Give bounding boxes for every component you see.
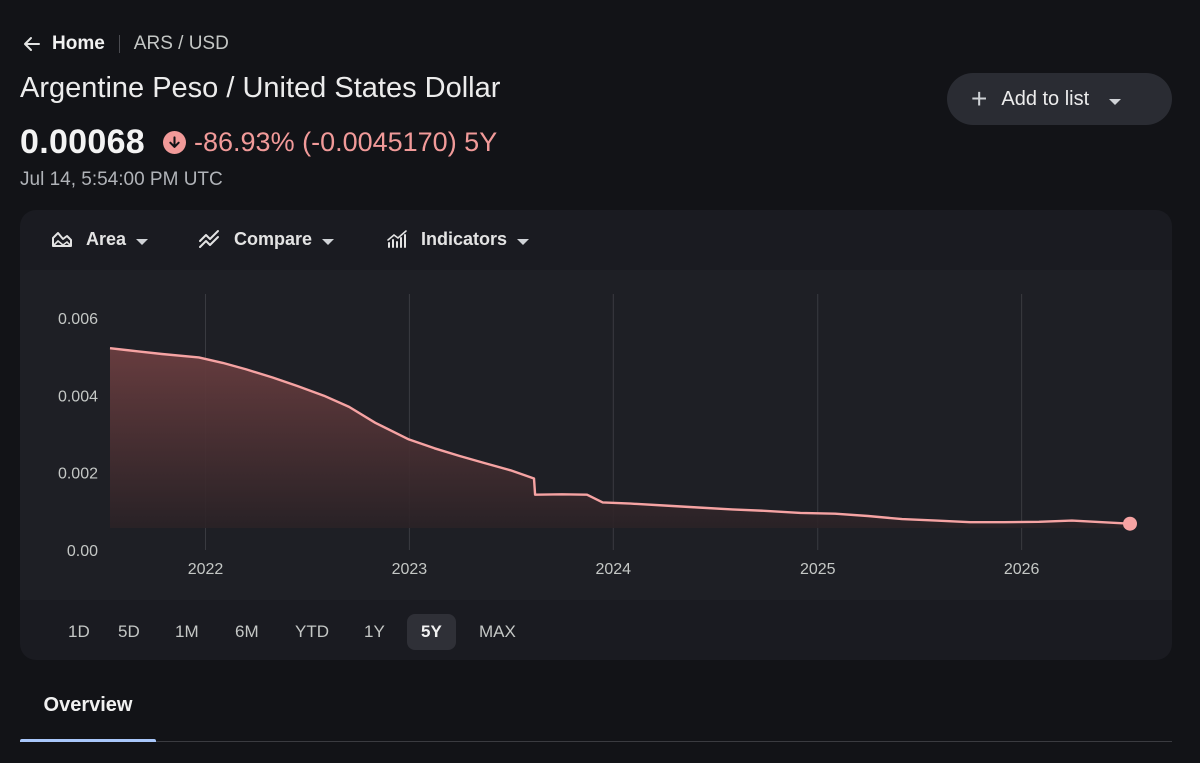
y-tick-label: 0.00 [67, 543, 98, 560]
price-row: 0.00068 -86.93% (-0.0045170) 5Y [20, 120, 497, 164]
range-1y[interactable]: 1Y [364, 622, 385, 641]
data-point [730, 507, 734, 511]
chart-panel: Area Compare Indicators [20, 210, 1172, 660]
data-point [1002, 520, 1006, 524]
range-max[interactable]: MAX [479, 622, 516, 641]
data-point [833, 512, 837, 516]
indicators-label: Indicators [421, 228, 508, 249]
x-tick-label: 2024 [595, 561, 631, 578]
chevron-down-icon [136, 229, 149, 250]
chart-type-label: Area [86, 228, 127, 249]
data-point [662, 504, 666, 508]
range-1m[interactable]: 1M [175, 622, 199, 641]
price-change: -86.93% (-0.0045170) 5Y [194, 126, 498, 157]
current-price: 0.00068 [20, 122, 146, 161]
indicators-dropdown[interactable]: Indicators [385, 227, 530, 251]
compare-icon [198, 227, 222, 251]
data-point [244, 367, 248, 371]
plus-icon: + [971, 83, 988, 114]
data-point [1037, 520, 1041, 524]
y-tick-label: 0.004 [58, 388, 98, 405]
x-tick-label: 2023 [392, 561, 428, 578]
indicators-icon [385, 227, 409, 251]
chart-type-dropdown[interactable]: Area [50, 227, 149, 251]
data-point [560, 492, 564, 496]
y-tick-label: 0.002 [58, 466, 98, 483]
data-point [798, 511, 802, 515]
area-chart-icon [50, 227, 74, 251]
chevron-down-icon [322, 229, 335, 250]
data-point [407, 437, 411, 441]
data-point [271, 376, 275, 380]
data-point [533, 493, 537, 497]
data-point [221, 361, 225, 365]
x-tick-label: 2022 [188, 561, 224, 578]
chart-toolbar: Area Compare Indicators [20, 210, 1172, 268]
data-point [934, 519, 938, 523]
arrow-down-circle-icon [163, 130, 187, 154]
range-ytd[interactable]: YTD [295, 622, 329, 641]
range-1d[interactable]: 1D [68, 622, 90, 641]
range-selector: 1D 5D 1M 6M YTD 1Y 5Y MAX [20, 603, 1172, 660]
data-point [585, 493, 589, 497]
data-point [764, 509, 768, 513]
back-arrow-icon[interactable] [20, 32, 44, 56]
range-6m[interactable]: 6M [235, 622, 259, 641]
data-point [968, 520, 972, 524]
range-5d[interactable]: 5D [118, 622, 140, 641]
data-point [1070, 519, 1074, 523]
chart-series-line [109, 347, 1131, 525]
data-point [458, 454, 462, 458]
data-point [629, 502, 633, 506]
data-point [347, 405, 351, 409]
data-point [322, 394, 326, 398]
chevron-down-icon [517, 229, 530, 250]
data-point [296, 384, 300, 388]
breadcrumb-divider [118, 35, 120, 53]
data-point [532, 476, 536, 480]
price-timestamp: Jul 14, 5:54:00 PM UTC [20, 169, 223, 190]
data-point [160, 352, 164, 356]
chevron-down-icon [1109, 88, 1122, 111]
tab-bar: Overview [20, 684, 1172, 742]
add-to-list-button[interactable]: + Add to list [947, 73, 1172, 125]
add-to-list-label: Add to list [1001, 87, 1090, 110]
breadcrumb-symbol: ARS / USD [133, 33, 229, 54]
data-point [108, 346, 112, 350]
data-point [866, 514, 870, 518]
data-point [900, 517, 904, 521]
x-tick-label: 2026 [1004, 561, 1040, 578]
tab-overview[interactable]: Overview [43, 694, 133, 716]
breadcrumb-home-link[interactable]: Home [52, 33, 105, 54]
range-5y[interactable]: 5Y [407, 614, 456, 650]
y-tick-label: 0.006 [58, 311, 98, 328]
chart-last-point [1123, 516, 1137, 531]
data-point [135, 349, 139, 353]
data-point [509, 468, 513, 472]
chart-area-fill [110, 348, 1130, 528]
data-point [696, 505, 700, 509]
page-title: Argentine Peso / United States Dollar [20, 72, 501, 104]
price-chart[interactable]: 0.006 0.004 0.002 0.00 2022 2023 2024 2025 2026 [20, 270, 1172, 600]
x-tick-label: 2025 [800, 561, 836, 578]
breadcrumb: Home ARS / USD [20, 30, 229, 58]
data-point [601, 500, 605, 504]
data-point [482, 461, 486, 465]
data-point [197, 355, 201, 359]
price-chart-svg: 0.006 0.004 0.002 0.00 2022 2023 2024 2025 2026 [58, 294, 1137, 578]
compare-label: Compare [234, 228, 313, 249]
compare-dropdown[interactable]: Compare [198, 227, 335, 251]
data-point [373, 421, 377, 425]
data-point [433, 446, 437, 450]
tab-overview-indicator [20, 739, 156, 742]
